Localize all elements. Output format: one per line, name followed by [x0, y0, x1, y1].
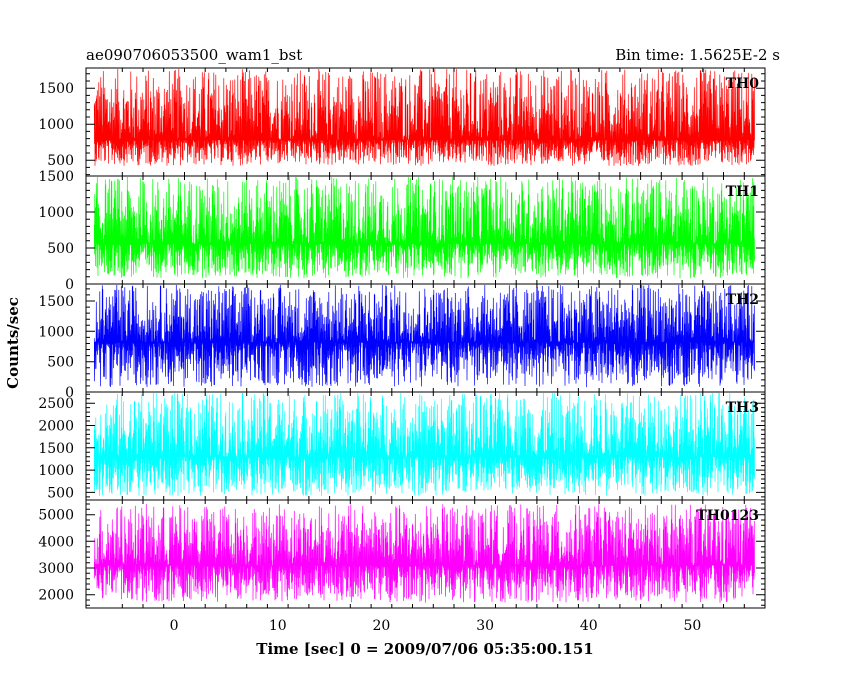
y-tick-label: 1500 [38, 81, 74, 97]
y-tick-label: 500 [47, 485, 74, 501]
y-tick-label: 2000 [38, 418, 74, 434]
panel-label-th0: TH0 [726, 76, 760, 92]
panel-label-th1: TH1 [726, 184, 759, 200]
y-ticks-th3 [86, 393, 765, 498]
y-axis-label: Counts/sec [4, 297, 22, 389]
x-ticks-th0123 [121, 500, 745, 608]
y-tick-label: 1000 [38, 205, 74, 221]
y-tick-label: 1500 [38, 441, 74, 457]
y-tick-label: 1000 [38, 117, 74, 133]
series-th0 [93, 68, 755, 166]
y-tick-label: 0 [65, 385, 74, 401]
panel-label-th3: TH3 [726, 400, 759, 416]
series-th3 [93, 392, 755, 496]
y-tick-label: 1000 [38, 324, 74, 340]
x-tick-label: 20 [373, 618, 391, 634]
x-ticks-th3 [121, 392, 745, 500]
x-tick-label: 40 [580, 618, 598, 634]
panel-label-th0123: TH0123 [696, 508, 759, 524]
y-tick-label: 500 [47, 241, 74, 257]
y-tick-label: 500 [47, 355, 74, 371]
x-axis-label: Time [sec] 0 = 2009/07/06 05:35:00.151 [256, 640, 593, 658]
y-tick-label: 2500 [38, 396, 74, 412]
series-th0123 [93, 504, 755, 603]
y-tick-label: 1500 [38, 294, 74, 310]
series-th1 [93, 176, 755, 279]
x-ticks-th1 [121, 176, 745, 284]
y-tick-label: 3000 [38, 561, 74, 577]
x-tick-label: 0 [170, 618, 179, 634]
panel-frame-th0123 [85, 499, 766, 609]
chart-title: ae090706053500_wam1_bst [86, 46, 302, 64]
x-tick-label: 10 [269, 618, 287, 634]
series-th2 [93, 284, 755, 388]
bin-time-label: Bin time: 1.5625E-2 s [615, 46, 780, 64]
y-tick-label: 500 [47, 153, 74, 169]
panel-label-th2: TH2 [726, 292, 759, 308]
y-ticks-th0123 [86, 503, 765, 606]
x-tick-label: 30 [476, 618, 494, 634]
x-ticks-th0 [121, 68, 745, 176]
y-tick-label: 1500 [38, 169, 74, 185]
y-tick-label: 5000 [38, 508, 74, 524]
x-ticks-th2 [121, 284, 745, 392]
y-tick-label: 4000 [38, 534, 74, 550]
y-ticks-th0 [86, 73, 765, 176]
y-tick-label: 1000 [38, 463, 74, 479]
x-tick-label: 50 [684, 618, 702, 634]
y-tick-label: 0 [65, 277, 74, 293]
y-tick-label: 2000 [38, 588, 74, 604]
